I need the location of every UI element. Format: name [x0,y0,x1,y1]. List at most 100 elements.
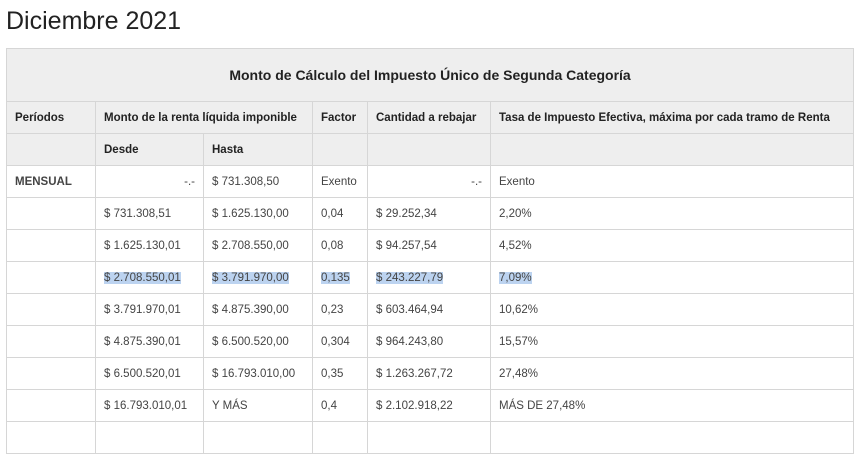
table-caption: Monto de Cálculo del Impuesto Único de S… [5,48,855,102]
cell-cantidad: -.- [367,165,491,198]
cell-desde: $ 6.500.520,01 [95,357,204,390]
cell-periodo [6,389,96,422]
cell-factor: 0,04 [312,197,368,230]
table-row [6,421,855,454]
cell-hasta: $ 1.625.130,00 [203,197,313,230]
cell-factor-text: 0,23 [321,303,344,316]
cell-desde-text: $ 16.793.010,01 [104,399,188,412]
cell-factor [312,421,368,454]
cell-periodo [6,261,96,294]
cell-tasa-text: MÁS DE 27,48% [499,399,586,412]
cell-tasa: 15,57% [489,325,855,358]
table-row: $ 2.708.550,01 $ 3.791.970,00 0,135 $ 243.2… [6,261,855,294]
cell-tasa-text: 7,09% [499,271,532,284]
cell-periodo [6,293,96,326]
cell-periodo [6,357,96,390]
subheader-empty [6,133,96,166]
cell-factor: 0,08 [312,229,368,262]
cell-hasta-text: $ 1.625.130,00 [212,207,289,220]
cell-tasa: 10,62% [489,293,855,326]
cell-cantidad: $ 29.252,34 [367,197,491,230]
cell-factor-text: 0,04 [321,207,344,220]
cell-factor: 0,35 [312,357,368,390]
cell-factor-text: 0,08 [321,239,344,252]
cell-hasta-text: Y MÁS [212,399,248,412]
cell-desde [95,421,204,454]
table-row: $ 4.875.390,01 $ 6.500.520,00 0,304 $ 964.2… [6,325,855,358]
cell-desde: $ 3.791.970,01 [95,293,204,326]
cell-desde: $ 4.875.390,01 [95,325,204,358]
cell-desde: $ 2.708.550,01 [95,261,204,294]
cell-hasta [203,421,313,454]
cell-tasa: 4,52% [489,229,855,262]
cell-cantidad: $ 603.464,94 [367,293,491,326]
cell-hasta: Y MÁS [203,389,313,422]
cell-hasta-text: $ 2.708.550,00 [212,239,289,252]
cell-hasta: $ 2.708.550,00 [203,229,313,262]
cell-desde: $ 16.793.010,01 [95,389,204,422]
table-row: $ 731.308,51 $ 1.625.130,00 0,04 $ 29.252,3… [6,197,855,230]
cell-hasta: $ 6.500.520,00 [203,325,313,358]
subheader-empty [367,133,491,166]
page-title: Diciembre 2021 [6,7,182,35]
cell-tasa: 27,48% [489,357,855,390]
cell-factor-text: 0,4 [321,399,337,412]
cell-tasa-text: 27,48% [499,367,539,380]
cell-hasta-text: $ 4.875.390,00 [212,303,289,316]
table-row: $ 3.791.970,01 $ 4.875.390,00 0,23 $ 603.46… [6,293,855,326]
cell-cantidad-text: $ 964.243,80 [376,335,444,348]
cell-desde: $ 1.625.130,01 [95,229,204,262]
tax-table: Monto de Cálculo del Impuesto Único de S… [5,48,855,454]
cell-cantidad: $ 2.102.918,22 [367,389,491,422]
table-subheader-row: Desde Hasta [6,133,855,166]
subheader-desde: Desde [95,133,204,166]
cell-desde: $ 731.308,51 [95,197,204,230]
cell-tasa: 7,09% [489,261,855,294]
cell-tasa-text: 4,52% [499,239,532,252]
cell-desde-text: $ 6.500.520,01 [104,367,181,380]
cell-tasa-text: 2,20% [499,207,532,220]
header-monto: Monto de la renta líquida imponible [95,101,313,134]
cell-hasta: $ 731.308,50 [203,165,313,198]
cell-periodo [6,229,96,262]
cell-cantidad-text: $ 1.263.267,72 [376,367,453,380]
cell-hasta: $ 3.791.970,00 [203,261,313,294]
cell-factor-text: Exento [321,175,357,188]
cell-hasta-text: $ 731.308,50 [212,175,280,188]
cell-factor: 0,304 [312,325,368,358]
cell-periodo-text: MENSUAL [15,175,72,188]
cell-periodo [6,197,96,230]
cell-desde-text: $ 1.625.130,01 [104,239,181,252]
cell-cantidad [367,421,491,454]
cell-factor-text: 0,304 [321,335,350,348]
cell-hasta: $ 4.875.390,00 [203,293,313,326]
table-row: $ 1.625.130,01 $ 2.708.550,00 0,08 $ 94.257… [6,229,855,262]
table-header-row: Períodos Monto de la renta líquida impon… [6,101,855,134]
cell-factor: 0,135 [312,261,368,294]
cell-tasa: 2,20% [489,197,855,230]
subheader-empty [312,133,368,166]
table-row: $ 6.500.520,01 $ 16.793.010,00 0,35 $ 1.263… [6,357,855,390]
cell-factor: 0,4 [312,389,368,422]
cell-desde-text: $ 3.791.970,01 [104,303,181,316]
table-body: MENSUAL -.- $ 731.308,50 Exento -.- Exento $ 7… [6,165,855,454]
cell-tasa-text: 10,62% [499,303,539,316]
cell-periodo [6,421,96,454]
cell-tasa: MÁS DE 27,48% [489,389,855,422]
tax-table-container: Monto de Cálculo del Impuesto Único de S… [5,48,855,454]
cell-tasa-text: Exento [499,175,535,188]
cell-cantidad-text: $ 603.464,94 [376,303,444,316]
cell-hasta-text: $ 6.500.520,00 [212,335,289,348]
cell-factor-text: 0,135 [321,271,350,284]
cell-cantidad: $ 243.227,79 [367,261,491,294]
cell-desde-text: $ 4.875.390,01 [104,335,181,348]
cell-cantidad: $ 1.263.267,72 [367,357,491,390]
cell-factor: 0,23 [312,293,368,326]
cell-desde-text: -.- [184,175,195,188]
header-tasa: Tasa de Impuesto Efectiva, máxima por ca… [489,101,855,134]
cell-desde-text: $ 731.308,51 [104,207,172,220]
cell-cantidad-text: $ 243.227,79 [376,271,444,284]
cell-cantidad-text: $ 94.257,54 [376,239,437,252]
cell-tasa-text: 15,57% [499,335,539,348]
cell-cantidad-text: $ 2.102.918,22 [376,399,453,412]
